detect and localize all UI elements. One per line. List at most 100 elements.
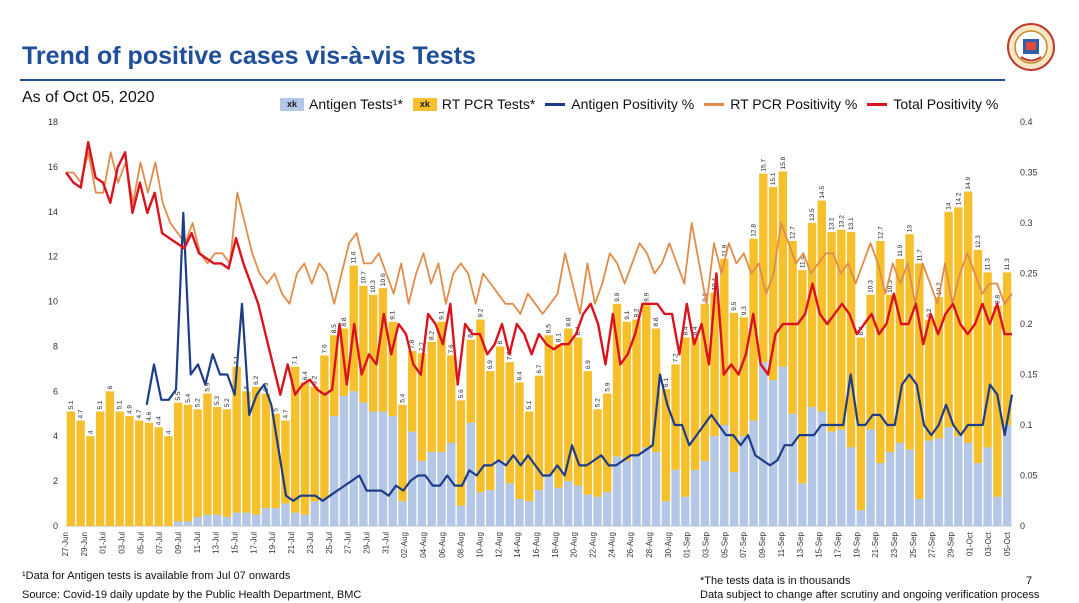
x-tick-label: 23-Jul (306, 532, 315, 554)
legend-rtpcr-line (704, 102, 725, 106)
rtpcr-bar (739, 317, 748, 437)
legend-total-positivity: Total Positivity % (867, 96, 998, 112)
antigen-bar (807, 407, 817, 526)
bar-total-label: 12.8 (751, 224, 758, 237)
rtpcr-bar (369, 294, 378, 412)
rtpcr-bar (183, 404, 193, 522)
bar-total-label: 7.3 (507, 351, 514, 360)
x-tick-label: 01-Oct (965, 531, 974, 556)
rtpcr-bar (105, 391, 115, 526)
rtpcr-bar (203, 393, 212, 515)
rtpcr-bar (915, 263, 924, 500)
antigen-bar (359, 402, 368, 526)
y-left-tick-label: 4 (53, 431, 58, 441)
x-tick-label: 13-Sep (796, 531, 805, 557)
rtpcr-bar (76, 420, 85, 526)
bar-total-label: 8.2 (429, 331, 436, 340)
antigen-bar (466, 422, 475, 526)
antigen-bar (924, 440, 934, 526)
bar-total-label: 5.1 (117, 400, 124, 409)
antigen-bar (427, 451, 436, 526)
bar-total-label: 4.7 (136, 409, 143, 418)
bar-total-label: 6.2 (253, 375, 260, 384)
x-tick-label: 25-Sep (909, 531, 918, 557)
x-tick-label: 12-Aug (494, 532, 503, 558)
rtpcr-bar (515, 382, 524, 500)
y-left-tick-label: 6 (53, 386, 58, 396)
x-tick-label: 01-Jul (99, 532, 108, 554)
antigen-bar (885, 451, 895, 526)
legend-rtpcr-swatch: xk (412, 97, 437, 111)
rtpcr-bar (466, 339, 475, 423)
bar-total-label: 13 (907, 225, 914, 233)
rtpcr-bar (1002, 272, 1012, 425)
antigen-bar (173, 521, 183, 526)
bar-total-label: 6.4 (302, 371, 309, 380)
rtpcr-bar (622, 321, 631, 461)
rtpcr-bar (505, 362, 514, 484)
bar-total-label: 10.3 (370, 280, 377, 293)
bar-total-label: 4 (165, 430, 172, 434)
bar-total-label: 4.4 (156, 416, 163, 425)
x-tick-label: 03-Oct (984, 531, 993, 556)
rtpcr-bar (564, 328, 573, 482)
antigen-bar (963, 442, 973, 526)
bar-total-label: 5.2 (595, 398, 602, 407)
antigen-bar (788, 413, 797, 526)
antigen-bar (759, 362, 768, 526)
rtpcr-bar (125, 416, 134, 526)
footnote-thousands: *The tests data is in thousands (700, 575, 851, 587)
y-right-tick-label: 0.1 (1020, 420, 1033, 430)
legend-antigen-label: Antigen Tests¹* (309, 96, 403, 112)
legend-rtpcr-label: RT PCR Tests* (441, 96, 536, 112)
rtpcr-bar (554, 344, 563, 488)
bar-total-label: 6.9 (585, 360, 592, 369)
antigen-bar (846, 447, 856, 526)
bar-total-label: 13.1 (848, 217, 855, 230)
antigen-bar (856, 510, 866, 526)
antigen-bar (944, 427, 953, 526)
x-tick-label: 19-Sep (852, 531, 861, 557)
bar-total-label: 8.8 (341, 317, 348, 326)
y-right-tick-label: 0.2 (1020, 319, 1033, 329)
rtpcr-bar (232, 366, 241, 513)
rtpcr-bar (924, 319, 934, 441)
antigen-positivity-line (145, 211, 1014, 502)
antigen-bar (183, 521, 193, 526)
rtpcr-bar (612, 303, 622, 457)
rtpcr-bar (885, 294, 895, 452)
y-left-tick-label: 12 (48, 252, 58, 262)
x-tick-label: 14-Aug (513, 532, 522, 558)
legend-antigen-tests: xk Antigen Tests¹* (280, 96, 403, 112)
rtpcr-bar (544, 335, 553, 475)
rtpcr-bar (476, 319, 485, 493)
antigen-bar (388, 416, 397, 526)
as-of-date: As of Oct 05, 2020 (22, 89, 155, 106)
rtpcr-bar (495, 346, 505, 461)
legend-antigen-swatch: xk (280, 97, 304, 111)
rtpcr-bar (905, 234, 914, 450)
x-tick-label: 27-Jul (344, 532, 353, 554)
y-right-tick-label: 0.25 (1020, 269, 1038, 279)
antigen-bar (203, 514, 212, 526)
y-right-tick-label: 0 (1020, 521, 1025, 531)
antigen-bar (369, 411, 378, 526)
bmc-emblem-icon (1007, 23, 1055, 71)
rtpcr-bar (320, 355, 329, 500)
rtpcr-bar (115, 411, 124, 526)
bar-total-label: 4.6 (146, 411, 153, 420)
rtpcr-bar (651, 328, 661, 452)
y-right-tick-label: 0.15 (1020, 370, 1038, 380)
antigen-bar (934, 438, 944, 526)
antigen-bar (349, 391, 358, 526)
bar-total-label: 9.1 (390, 310, 397, 319)
bar-total-label: 15.8 (780, 156, 787, 169)
antigen-bar (671, 469, 680, 526)
antigen-bar (300, 514, 310, 526)
rtpcr-bar (300, 382, 310, 515)
bar-total-label: 10.3 (868, 280, 875, 293)
legend-antigen-positivity: Antigen Positivity % (545, 96, 694, 112)
rtpcr-bar (222, 409, 232, 518)
antigen-bar (417, 460, 427, 526)
bar-total-label: 13.1 (829, 217, 836, 230)
